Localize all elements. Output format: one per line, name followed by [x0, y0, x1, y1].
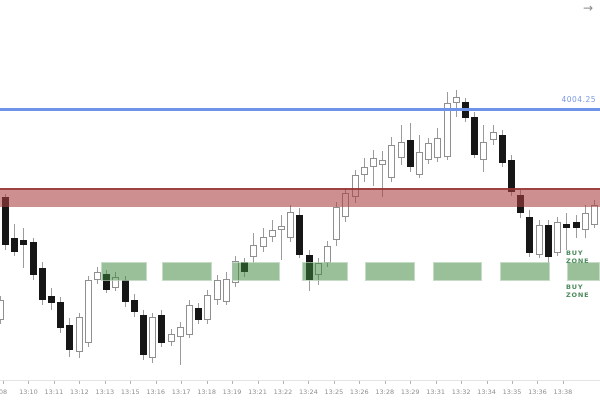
time-label: 13:25: [324, 388, 344, 396]
demand-zone-segment[interactable]: [365, 262, 415, 281]
time-tick: [410, 381, 412, 384]
time-tick: [537, 381, 539, 384]
time-tick: [257, 381, 259, 384]
demand-zone-segment[interactable]: [162, 262, 212, 281]
time-label: 13:17: [171, 388, 191, 396]
time-tick: [384, 381, 386, 384]
time-label: 13:22: [273, 388, 293, 396]
time-label: 13:38: [553, 388, 573, 396]
demand-zone-segment[interactable]: [500, 262, 550, 281]
time-tick: [486, 381, 488, 384]
time-tick: [562, 381, 564, 384]
price-line-label: 4004.25: [561, 95, 596, 104]
time-label: 13:15: [120, 388, 140, 396]
demand-zone-segment[interactable]: [433, 262, 482, 281]
time-tick: [512, 381, 513, 384]
time-label: 13:35: [502, 388, 522, 396]
time-label: 13:11: [44, 388, 64, 396]
go-to-latest-arrow-icon[interactable]: →: [582, 1, 593, 15]
time-label: 13:16: [146, 388, 166, 396]
time-label: 13:26: [349, 388, 369, 396]
time-label: 13:31: [426, 388, 446, 396]
time-tick: [461, 381, 463, 384]
time-label: 13:32: [451, 388, 471, 396]
time-tick: [206, 381, 208, 384]
time-tick: [333, 381, 335, 384]
demand-zone-segment[interactable]: [101, 262, 147, 281]
supply-zone-band[interactable]: [0, 188, 600, 207]
time-label: 13:28: [375, 388, 395, 396]
time-tick: [359, 381, 361, 384]
price-line[interactable]: [0, 108, 600, 111]
chart-canvas[interactable]: 4004.25 BUY ZONE BUY ZONE: [0, 0, 600, 380]
demand-zone-segment[interactable]: [302, 262, 348, 281]
time-label: 13:29: [400, 388, 420, 396]
time-label: 08: [0, 388, 8, 396]
demand-zone-segment[interactable]: [232, 262, 280, 281]
time-tick: [79, 381, 81, 384]
time-label: 13:24: [299, 388, 318, 396]
time-tick: [155, 381, 157, 384]
time-label: 13:12: [69, 388, 89, 396]
time-label: 13:18: [197, 388, 216, 396]
time-tick: [53, 381, 55, 384]
time-tick: [308, 381, 310, 384]
time-tick: [181, 381, 183, 384]
time-tick: [28, 381, 30, 384]
time-tick: [3, 381, 4, 384]
time-axis[interactable]: 08 13:10 13:11 13:12 13:13 13:15 13:16 13:17 13:…: [0, 380, 600, 400]
time-tick: [104, 381, 106, 384]
time-tick: [282, 381, 284, 384]
time-tick: [435, 381, 437, 384]
time-label: 13:21: [248, 388, 267, 396]
time-label: 13:13: [95, 388, 115, 396]
time-label: 13:10: [19, 388, 38, 396]
time-label: 13:36: [528, 388, 547, 396]
time-tick: [232, 381, 234, 384]
buy-zone-label-top: BUY ZONE: [566, 249, 590, 265]
buy-zone-label-bottom: BUY ZONE: [566, 283, 590, 299]
time-tick: [130, 381, 132, 384]
time-label: 13:34: [477, 388, 496, 396]
time-label: 13:19: [222, 388, 242, 396]
